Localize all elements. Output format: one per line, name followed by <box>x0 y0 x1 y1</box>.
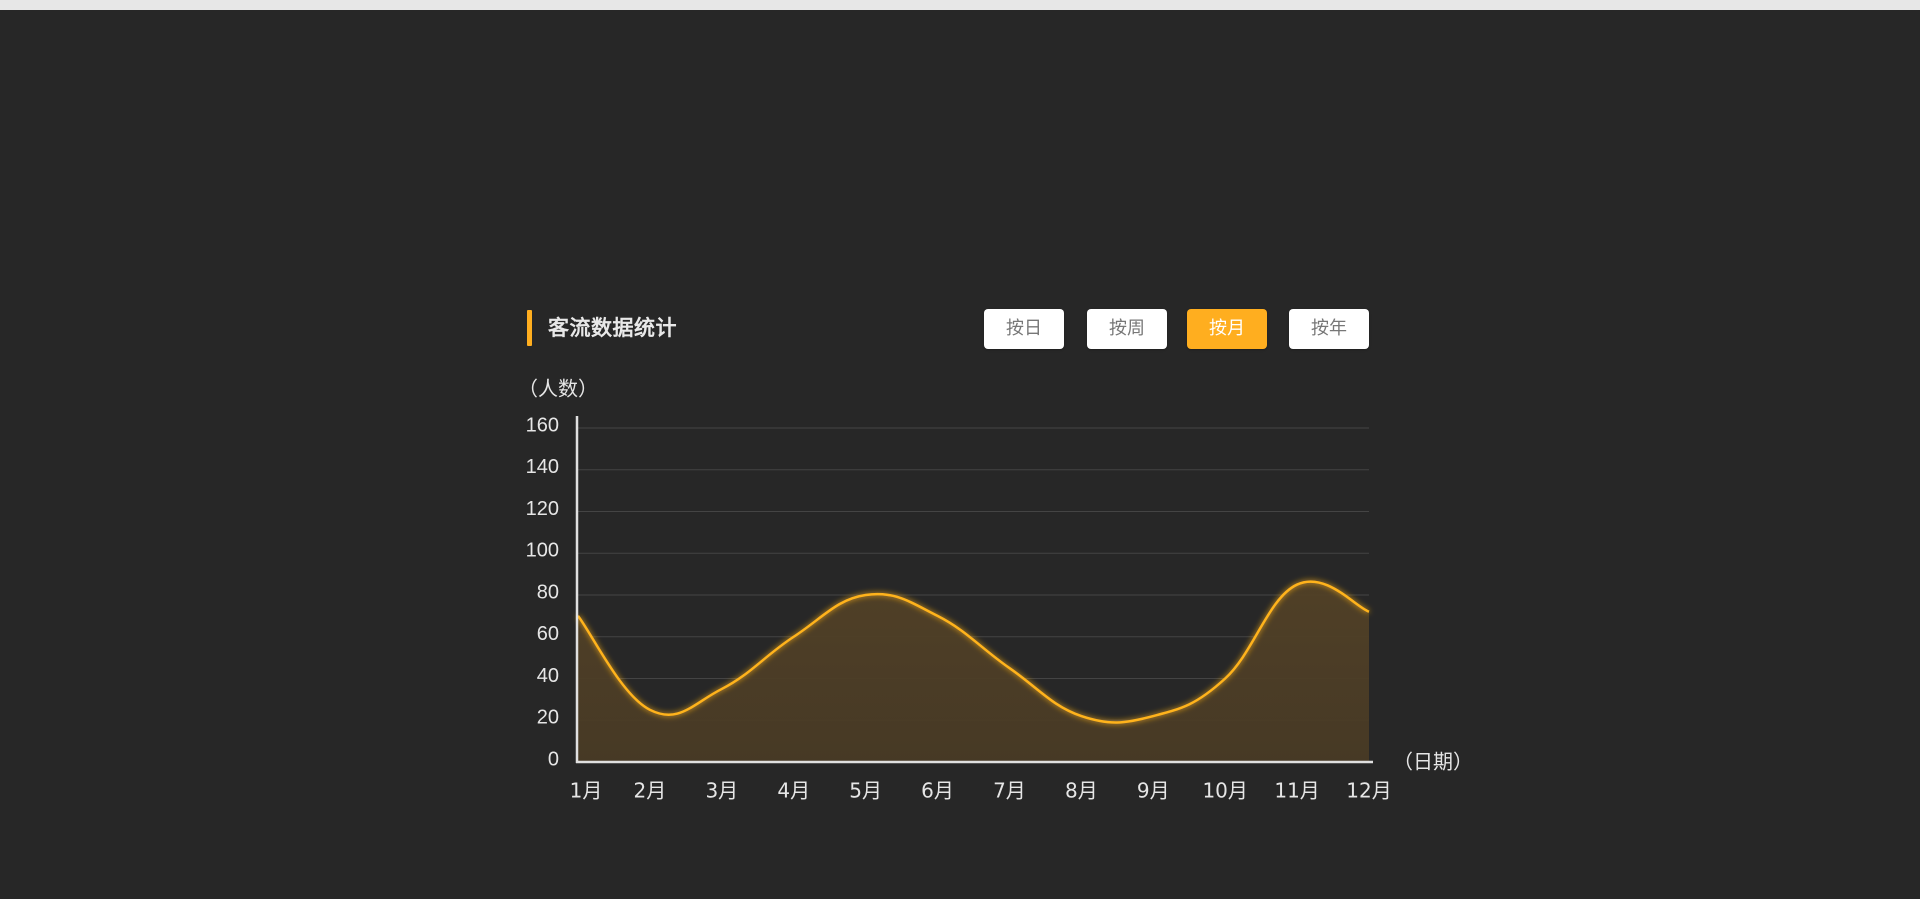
x-tick-label: 2月 <box>634 779 667 803</box>
filter-day-button[interactable]: 按日 <box>984 309 1064 349</box>
x-tick-label: 6月 <box>921 779 954 803</box>
data-point-12 <box>1367 610 1371 614</box>
x-tick-label: 1月 <box>570 779 603 803</box>
data-point-9 <box>1151 714 1155 718</box>
y-tick-label: 0 <box>548 748 559 770</box>
y-tick-label: 40 <box>537 665 559 687</box>
data-point-1 <box>576 614 580 618</box>
data-point-4 <box>792 635 796 639</box>
y-tick-labels: 0 20 40 60 80 100 120 140 160 <box>526 414 559 770</box>
x-tick-label: 10月 <box>1202 779 1247 803</box>
chart-title: 客流数据统计 <box>548 316 677 340</box>
data-point-11 <box>1295 583 1299 587</box>
x-tick-label: 8月 <box>1065 779 1098 803</box>
area-fill <box>578 581 1369 762</box>
x-tick-label: 12月 <box>1346 779 1391 803</box>
x-tick-label: 5月 <box>849 779 882 803</box>
title-accent-bar <box>527 310 532 346</box>
data-point-7 <box>1007 666 1011 670</box>
data-point-5 <box>864 593 868 597</box>
x-axis-label: （日期） <box>1393 750 1473 774</box>
data-point-3 <box>720 687 724 691</box>
x-tick-labels: 1月 2月 3月 4月 5月 6月 7月 8月 9月 10月 11月 12月 <box>570 779 1392 803</box>
data-point-6 <box>936 614 940 618</box>
y-tick-label: 160 <box>526 414 559 436</box>
filter-week-button[interactable]: 按周 <box>1087 309 1167 349</box>
y-tick-label: 80 <box>537 581 559 603</box>
filter-month-button[interactable]: 按月 <box>1187 309 1267 349</box>
y-tick-label: 60 <box>537 623 559 645</box>
x-tick-label: 4月 <box>777 779 810 803</box>
x-tick-label: 3月 <box>705 779 738 803</box>
data-point-2 <box>648 708 652 712</box>
y-tick-label: 140 <box>526 456 559 478</box>
data-point-10 <box>1223 677 1227 681</box>
x-tick-label: 9月 <box>1137 779 1170 803</box>
data-point-8 <box>1079 714 1083 718</box>
x-tick-label: 7月 <box>993 779 1026 803</box>
x-tick-label: 11月 <box>1274 779 1319 803</box>
y-tick-label: 100 <box>526 540 559 562</box>
y-axis-label: （人数） <box>518 377 598 401</box>
y-tick-label: 20 <box>537 707 559 729</box>
y-tick-label: 120 <box>526 498 559 520</box>
series-line <box>577 580 1370 724</box>
top-bar <box>0 0 1920 10</box>
filter-year-button[interactable]: 按年 <box>1289 309 1369 349</box>
